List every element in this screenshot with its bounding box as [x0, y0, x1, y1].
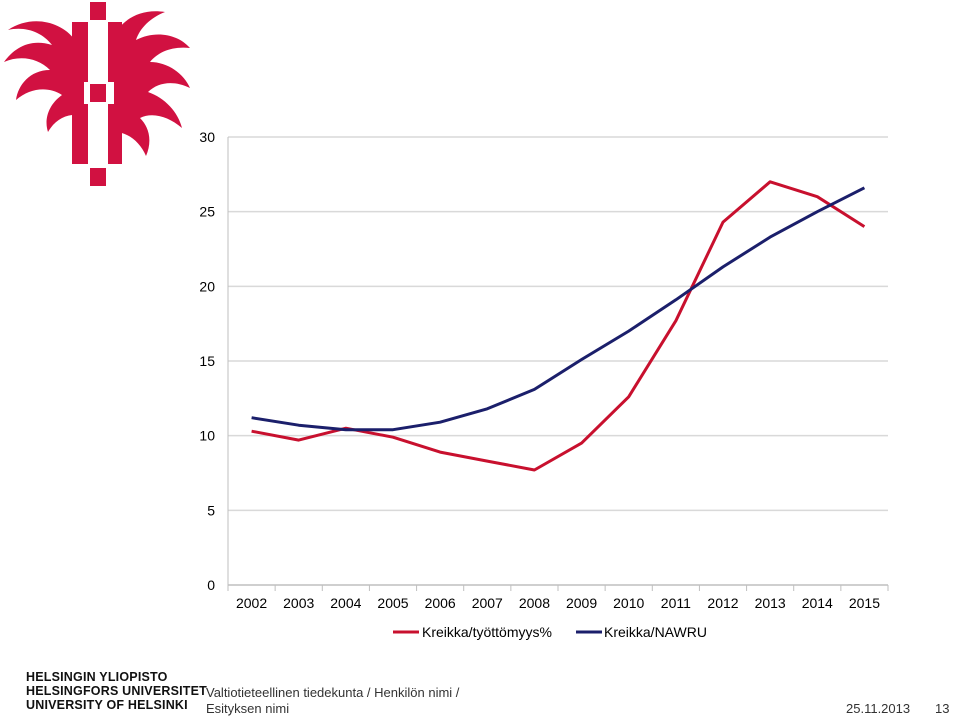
series-line-2	[251, 186, 866, 432]
x-tick-label-2012: 2012	[707, 595, 738, 611]
x-tick-label-2002: 2002	[236, 595, 267, 611]
university-name-english: UNIVERSITY OF HELSINKI	[26, 698, 188, 712]
x-axis: 2002 2003 2004 2005 2006 2007 2008 2009 2010 2011…	[227, 137, 889, 611]
x-tick-label-2008: 2008	[519, 595, 550, 611]
y-tick-label-10: 10	[199, 428, 215, 444]
x-tick-label-2006: 2006	[425, 595, 456, 611]
y-tick-label-20: 20	[199, 278, 215, 294]
x-tick-label-2014: 2014	[802, 595, 833, 611]
x-tick-label-2011: 2011	[661, 595, 691, 611]
series-lines	[251, 180, 866, 472]
university-flame-logo	[4, 2, 190, 186]
gridlines	[228, 136, 888, 512]
x-tick-label-2015: 2015	[849, 595, 880, 611]
y-tick-label-5: 5	[207, 502, 215, 518]
legend-label-1: Kreikka/työttömyys%	[422, 624, 552, 640]
footer-faculty-line-2: Esityksen nimi	[206, 701, 290, 716]
x-tick-label-2007: 2007	[472, 595, 503, 611]
university-name-finnish: HELSINGIN YLIOPISTO	[26, 670, 168, 684]
y-axis-ticks: 0 5 10 15 20 25 30	[199, 129, 215, 593]
footer-faculty: Valtiotieteellinen tiedekunta / Henkilön…	[206, 685, 506, 717]
y-tick-label-0: 0	[207, 577, 215, 593]
series-line-1	[251, 180, 866, 472]
page-number: 13	[935, 701, 950, 716]
x-tick-label-2004: 2004	[330, 595, 361, 611]
y-tick-label-15: 15	[199, 353, 215, 369]
x-tick-label-2010: 2010	[613, 595, 644, 611]
footer-faculty-line-1: Valtiotieteellinen tiedekunta / Henkilön…	[206, 685, 460, 700]
x-tick-label-2003: 2003	[283, 595, 314, 611]
y-tick-label-30: 30	[199, 129, 215, 145]
x-tick-label-2005: 2005	[377, 595, 408, 611]
university-name-swedish: HELSINGFORS UNIVERSITET	[26, 684, 208, 698]
footer-date: 25.11.2013	[846, 701, 911, 716]
x-tick-label-2013: 2013	[755, 595, 786, 611]
y-tick-label-25: 25	[199, 204, 215, 220]
legend-label-2: Kreikka/NAWRU	[604, 624, 707, 640]
x-tick-label-2009: 2009	[566, 595, 597, 611]
legend: Kreikka/työttömyys% Kreikka/NAWRU	[393, 624, 707, 640]
